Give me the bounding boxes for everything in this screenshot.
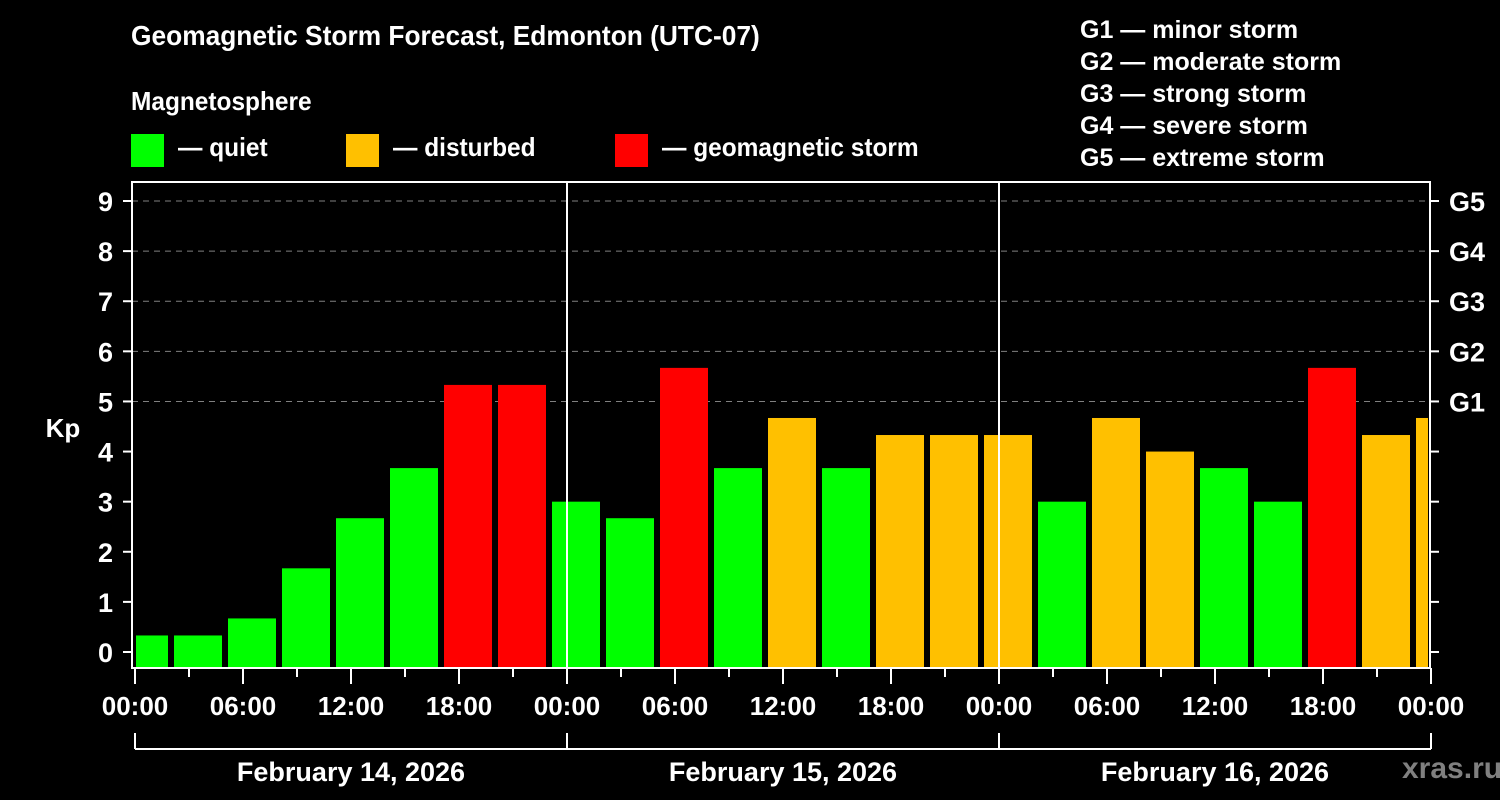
kp-bar-storm bbox=[498, 384, 546, 668]
x-tick-label: 06:00 bbox=[1074, 691, 1141, 721]
kp-bar-disturbed bbox=[1146, 451, 1194, 668]
date-label: February 15, 2026 bbox=[669, 757, 897, 787]
kp-bar-quiet bbox=[822, 468, 870, 668]
chart-axes: 0 1 2 3 4 5 6 7 8 9 G1 G2 G3 G4 G5 00:00 06:00 12:00 18:00… bbox=[98, 181, 1485, 787]
gridlines bbox=[132, 200, 1430, 402]
storm-level-g2: G2 — moderate storm bbox=[1080, 48, 1342, 76]
kp-bar-quiet bbox=[714, 468, 762, 668]
kp-bar-quiet bbox=[282, 568, 330, 668]
kp-bars bbox=[136, 367, 1428, 668]
storm-level-g5: G5 — extreme storm bbox=[1080, 144, 1325, 172]
g-level-tick-label: G1 bbox=[1449, 387, 1485, 417]
y-tick-label: 4 bbox=[98, 438, 113, 468]
g-level-tick-label: G3 bbox=[1449, 287, 1485, 317]
chart-title: Geomagnetic Storm Forecast, Edmonton (UT… bbox=[131, 20, 760, 51]
x-tick-label: 00:00 bbox=[1398, 691, 1465, 721]
kp-bar-quiet bbox=[1200, 468, 1248, 668]
y-tick-label: 2 bbox=[98, 538, 113, 568]
kp-bar-quiet bbox=[174, 635, 222, 668]
storm-level-legend: G1 — minor storm G2 — moderate storm G3 … bbox=[1080, 14, 1341, 174]
g-level-tick-label: G4 bbox=[1449, 237, 1485, 267]
storm-level-g4: G4 — severe storm bbox=[1080, 112, 1308, 140]
kp-bar-storm bbox=[444, 384, 492, 668]
y-axis-label: Kp bbox=[46, 413, 81, 443]
y-tick-label: 5 bbox=[98, 387, 113, 417]
x-tick-label: 12:00 bbox=[750, 691, 817, 721]
x-tick-label: 18:00 bbox=[1290, 691, 1357, 721]
kp-bar-disturbed bbox=[876, 435, 924, 668]
x-tick-label: 12:00 bbox=[1182, 691, 1249, 721]
y-tick-label: 3 bbox=[98, 488, 113, 518]
storm-level-g1: G1 — minor storm bbox=[1080, 16, 1299, 44]
quiet-swatch bbox=[131, 134, 164, 167]
legend-storm-label: — geomagnetic storm bbox=[662, 132, 919, 162]
x-tick-label: 18:00 bbox=[426, 691, 493, 721]
date-label: February 14, 2026 bbox=[237, 757, 465, 787]
kp-bar-quiet bbox=[1038, 501, 1086, 668]
kp-bar-storm bbox=[660, 367, 708, 668]
x-tick-label: 00:00 bbox=[102, 691, 169, 721]
kp-bar-disturbed bbox=[984, 435, 1032, 668]
kp-bar-storm bbox=[1308, 367, 1356, 668]
legend-quiet-label: — quiet bbox=[178, 132, 268, 162]
kp-bar-quiet bbox=[228, 618, 276, 668]
kp-bar-disturbed bbox=[1362, 435, 1410, 668]
y-tick-label: 9 bbox=[98, 187, 113, 217]
kp-bar-quiet bbox=[136, 635, 168, 668]
storm-level-g3: G3 — strong storm bbox=[1080, 80, 1307, 108]
kp-bar-quiet bbox=[606, 518, 654, 668]
kp-bar-disturbed bbox=[1092, 417, 1140, 668]
g-level-tick-label: G5 bbox=[1449, 187, 1485, 217]
x-tick-label: 00:00 bbox=[534, 691, 601, 721]
y-tick-label: 7 bbox=[98, 287, 113, 317]
x-tick-label: 00:00 bbox=[966, 691, 1033, 721]
kp-bar-quiet bbox=[390, 468, 438, 668]
y-tick-label: 6 bbox=[98, 337, 113, 367]
y-tick-label: 0 bbox=[98, 638, 113, 668]
y-tick-label: 8 bbox=[98, 237, 113, 267]
kp-bar-disturbed bbox=[1416, 417, 1428, 668]
kp-bar-quiet bbox=[336, 518, 384, 668]
storm-swatch bbox=[615, 134, 648, 167]
watermark: xras.ru bbox=[1402, 752, 1500, 785]
plot-frame bbox=[131, 181, 1431, 669]
g-level-tick-label: G2 bbox=[1449, 337, 1485, 367]
date-label: February 16, 2026 bbox=[1101, 757, 1329, 787]
x-tick-label: 18:00 bbox=[858, 691, 925, 721]
disturbed-swatch bbox=[346, 134, 379, 167]
legend-storm: — geomagnetic storm bbox=[615, 132, 935, 167]
x-tick-label: 12:00 bbox=[318, 691, 385, 721]
x-tick-label: 06:00 bbox=[210, 691, 277, 721]
kp-bar-quiet bbox=[552, 501, 600, 668]
legend-disturbed-label: — disturbed bbox=[393, 132, 536, 162]
x-tick-label: 06:00 bbox=[642, 691, 709, 721]
y-tick-label: 1 bbox=[98, 588, 113, 618]
legend-quiet: — quiet bbox=[131, 132, 273, 167]
legend-disturbed: — disturbed bbox=[346, 132, 545, 167]
kp-bar-disturbed bbox=[768, 417, 816, 668]
legend-heading: Magnetosphere bbox=[131, 86, 312, 116]
kp-bar-disturbed bbox=[930, 435, 978, 668]
kp-bar-quiet bbox=[1254, 501, 1302, 668]
